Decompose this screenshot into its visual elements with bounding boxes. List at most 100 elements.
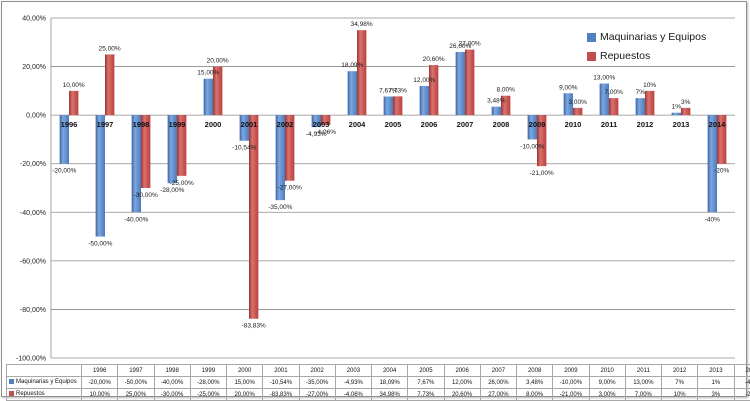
data-table-body: Maquinarias y Equipos -20,00%-50,00%-40,0… [7, 377, 750, 401]
data-table-series-name: Repuestos [16, 392, 45, 398]
data-table-cell: -40% [734, 377, 750, 389]
x-category-label: 1997 [97, 120, 114, 129]
data-label: -10,54% [232, 145, 256, 152]
data-label: -35,00% [268, 204, 292, 211]
legend-label-maquinarias: Maquinarias y Equipos [600, 29, 706, 45]
data-table-year-header: 2004 [372, 365, 408, 377]
data-table-cell: -25,00% [190, 389, 226, 401]
x-category-label: 2011 [601, 120, 617, 129]
x-category-label: 1999 [169, 120, 186, 129]
data-label: -30,00% [134, 192, 158, 199]
data-table-cell: -10,00% [553, 377, 589, 389]
data-table-series-label: Repuestos [7, 389, 82, 401]
bar [348, 71, 357, 115]
data-table-year-header: 2001 [263, 365, 299, 377]
data-table-cell: -30,00% [154, 389, 190, 401]
data-table-cell: 7,00% [625, 389, 661, 401]
data-table-cell: 13,00% [625, 377, 661, 389]
bar [357, 30, 366, 115]
x-category-label: 1998 [133, 120, 150, 129]
bar [384, 97, 393, 116]
data-table-cell: 12,00% [444, 377, 480, 389]
data-table-cell: -20,00% [82, 377, 118, 389]
data-label: -27,00% [278, 185, 302, 192]
data-table-cell: 10,00% [82, 389, 118, 401]
data-table-cell: -20% [734, 389, 750, 401]
data-table-cell: 3% [698, 389, 734, 401]
data-table-cell: -83,83% [263, 389, 299, 401]
bar [465, 50, 474, 116]
data-table-cell: 26,00% [480, 377, 516, 389]
data-table-cell: 1% [698, 377, 734, 389]
data-table-cell: 25,00% [118, 389, 154, 401]
data-table-year-header: 1998 [154, 365, 190, 377]
data-table-cell: -50,00% [118, 377, 154, 389]
bar [204, 79, 213, 115]
data-label: 9,00% [559, 84, 578, 91]
bar [573, 108, 582, 115]
data-label: -10,00% [520, 143, 544, 150]
x-category-label: 2001 [241, 120, 258, 129]
data-label: 3% [681, 99, 691, 106]
data-table-swatch [9, 391, 14, 396]
data-label: -28,00% [160, 187, 184, 194]
bar [105, 54, 114, 115]
data-table-cell: -21,00% [553, 389, 589, 401]
data-label: 13,00% [593, 75, 615, 82]
data-table-year-header: 2002 [299, 365, 335, 377]
bar [645, 91, 654, 115]
x-category-label: 2003 [313, 120, 330, 129]
data-label: -25,00% [170, 180, 194, 187]
data-table-row: Maquinarias y Equipos -20,00%-50,00%-40,0… [7, 377, 750, 389]
x-category-label: 1996 [61, 120, 78, 129]
bar [429, 65, 438, 115]
y-tick-label: -40,00% [20, 210, 46, 217]
data-table-year-header: 2003 [335, 365, 371, 377]
data-table-swatch [9, 379, 14, 384]
data-table-year-header: 2011 [625, 365, 661, 377]
data-table-cell: -27,00% [299, 389, 335, 401]
data-table-year-header: 2013 [698, 365, 734, 377]
x-category-label: 2008 [493, 120, 510, 129]
data-label: -20% [714, 168, 729, 175]
x-category-label: 2005 [385, 120, 402, 129]
data-table-year-header: 2008 [517, 365, 553, 377]
y-tick-label: -20,00% [20, 161, 46, 168]
legend-swatch-repuestos [587, 52, 596, 61]
data-table-cell: -40,00% [154, 377, 190, 389]
data-table-cell: 7% [662, 377, 698, 389]
data-table-year-header: 1999 [190, 365, 226, 377]
y-tick-label: -100,00% [16, 356, 46, 363]
x-category-label: 2002 [277, 120, 294, 129]
data-table-series-name: Maquinarias y Equipos [16, 380, 77, 386]
data-label: -50,00% [88, 241, 112, 248]
data-label: 1% [672, 104, 682, 111]
data-table-cell: 10% [662, 389, 698, 401]
bar [708, 115, 717, 212]
bar [69, 91, 78, 115]
chart-legend: Maquinarias y Equipos Repuestos [587, 29, 706, 64]
x-category-label: 2009 [529, 120, 546, 129]
data-label: 10,00% [63, 82, 85, 89]
data-table-cell: 7,73% [408, 389, 444, 401]
bar [492, 107, 501, 115]
bar [672, 113, 681, 115]
x-category-label: 2004 [349, 120, 367, 129]
data-table-year-header: 2014 [734, 365, 750, 377]
x-category-label: 2000 [205, 120, 222, 129]
data-label: 25,00% [99, 45, 121, 52]
data-label: 12,00% [413, 77, 435, 84]
y-tick-label: 0,00% [26, 113, 46, 120]
bar [681, 108, 690, 115]
data-table-cell: 8,00% [517, 389, 553, 401]
bar [420, 86, 429, 115]
legend-label-repuestos: Repuestos [600, 48, 650, 64]
data-table-cell: -10,54% [263, 377, 299, 389]
data-table-year-header: 2012 [662, 365, 698, 377]
y-tick-label: 20,00% [22, 64, 46, 71]
data-label: 10% [643, 82, 656, 89]
data-label: 20,00% [207, 58, 229, 65]
